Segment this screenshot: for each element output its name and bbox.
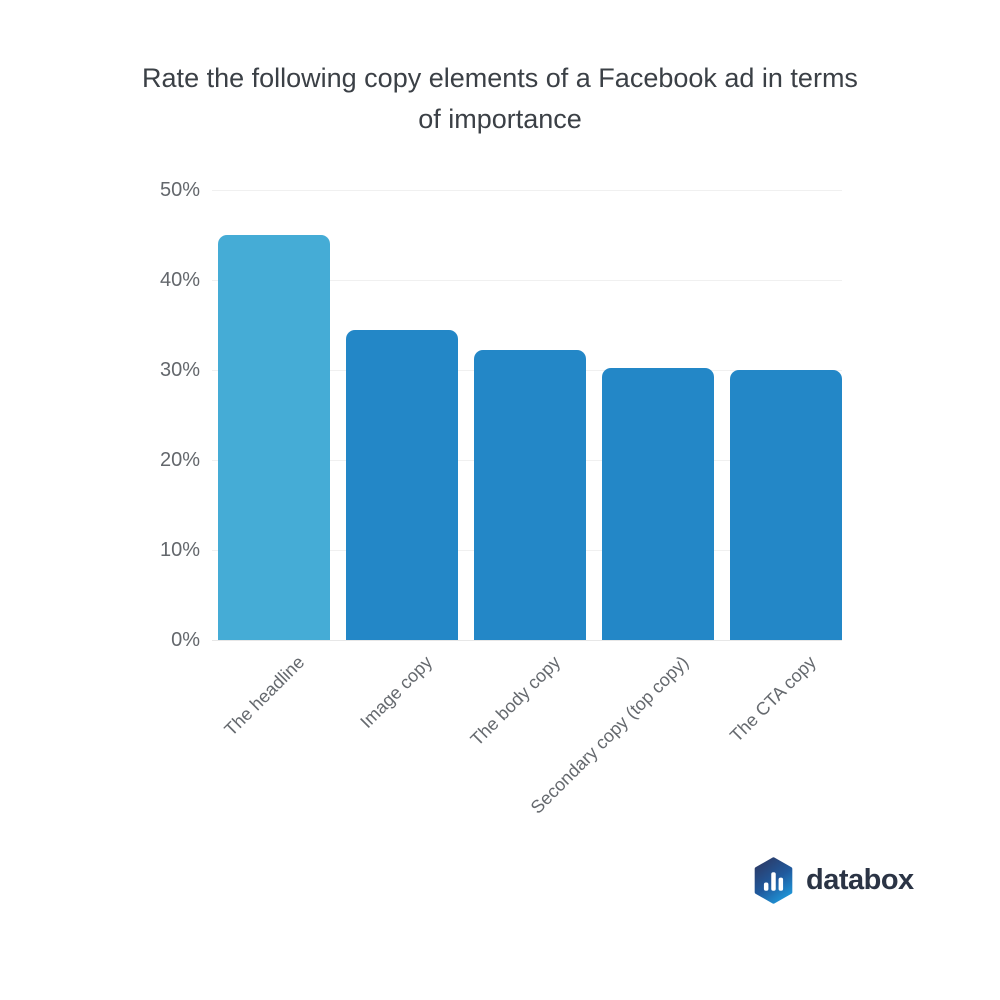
y-axis-tick-label: 10% — [159, 539, 200, 561]
databox-brand: databox — [752, 857, 914, 904]
bar-3-secondary-copy-top-copy — [602, 368, 714, 640]
y-axis-tick-label: 30% — [159, 359, 200, 381]
gridline-40% — [212, 279, 842, 281]
y-axis-tick-label: 50% — [159, 179, 200, 201]
gridline-50% — [212, 189, 842, 191]
databox-logo-text: databox — [806, 864, 914, 896]
bar-4-the-cta-copy — [730, 370, 842, 640]
x-axis-label-0: The headline — [220, 652, 309, 740]
bar-0-the-headline — [218, 235, 330, 640]
bar-1-image-copy — [346, 329, 458, 640]
y-axis-tick-label: 0% — [171, 629, 200, 651]
x-axis-label-4: The CTA copy — [726, 652, 821, 746]
gridline-0% — [212, 639, 842, 641]
y-axis-tick-label: 20% — [159, 449, 200, 471]
bar-2-the-body-copy — [474, 350, 586, 640]
x-axis-label-1: Image copy — [356, 652, 437, 732]
x-axis-label-2: The body copy — [466, 652, 565, 750]
chart-title: Rate the following copy elements of a Fa… — [142, 63, 858, 134]
databox-hexagon-bars-icon — [752, 857, 795, 904]
y-axis-tick-label: 40% — [159, 269, 200, 291]
